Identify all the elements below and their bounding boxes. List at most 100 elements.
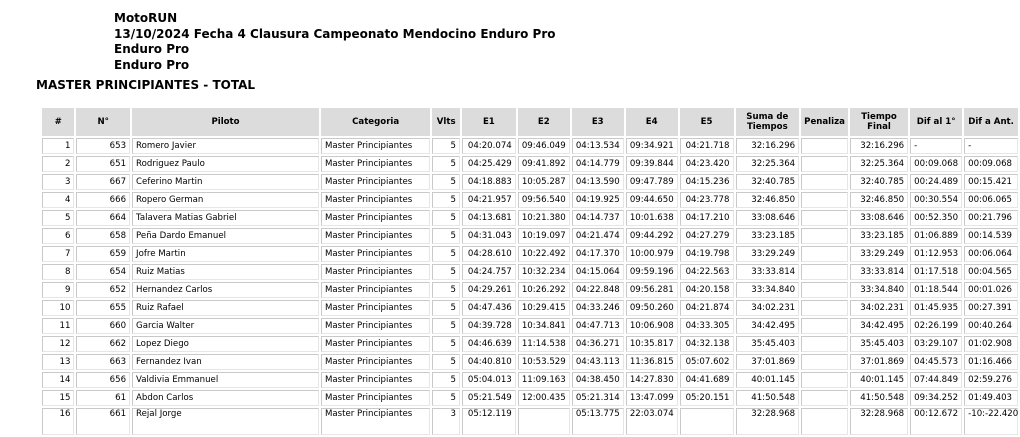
table-cell: 09:59.196 (625, 264, 678, 280)
table-cell: 13 (42, 354, 75, 370)
table-cell: Abdon Carlos (132, 390, 319, 406)
table-cell: 10:29.415 (517, 300, 570, 316)
table-cell: 04:43.113 (571, 354, 624, 370)
table-cell: 04:19.798 (679, 246, 734, 262)
table-cell: Fernandez Ivan (132, 354, 319, 370)
table-cell: 04:46.639 (461, 336, 516, 352)
table-cell: 11:36.815 (625, 354, 678, 370)
table-cell: 11 (42, 318, 75, 334)
table-cell: 04:21.957 (461, 192, 516, 208)
table-cell: 5 (432, 192, 460, 208)
table-cell: 5 (42, 210, 75, 226)
table-cell: 662 (76, 336, 131, 352)
table-cell: 33:23.185 (849, 228, 909, 244)
table-cell: 10:32.234 (517, 264, 570, 280)
table-cell: 33:29.249 (849, 246, 909, 262)
table-cell: 04:13.534 (571, 138, 624, 154)
table-cell: 5 (432, 210, 460, 226)
table-cell (801, 372, 848, 388)
table-cell: 3 (432, 408, 460, 435)
table-cell: 32:16.296 (735, 138, 800, 154)
table-cell: 04:33.246 (571, 300, 624, 316)
table-cell: 05:13.775 (571, 408, 624, 435)
table-cell: Hernandez Carlos (132, 282, 319, 298)
table-cell: 658 (76, 228, 131, 244)
table-cell: 33:34.840 (735, 282, 800, 298)
table-cell: Master Principiantes (320, 138, 431, 154)
table-cell: 01:49.403 (964, 390, 1018, 406)
table-row: 16 661 Rejal Jorge Master Principiantes 3 05:… (42, 408, 1018, 435)
table-cell: 5 (432, 174, 460, 190)
table-cell: 04:17.370 (571, 246, 624, 262)
table-row: 10 655 Ruiz Rafael Master Principiantes 5 04:… (42, 300, 1018, 316)
table-cell: 661 (76, 408, 131, 435)
table-cell: Master Principiantes (320, 354, 431, 370)
table-cell: 04:32.138 (679, 336, 734, 352)
table-cell: Talavera Matias Gabriel (132, 210, 319, 226)
table-cell: 05:21.549 (461, 390, 516, 406)
table-row: 6 658 Peña Dardo Emanuel Master Principiant… (42, 228, 1018, 244)
table-cell: 00:40.264 (964, 318, 1018, 334)
table-cell: 35:45.403 (849, 336, 909, 352)
table-row: 14 656 Valdivia Emmanuel Master Principiant… (42, 372, 1018, 388)
table-row: 4 666 Ropero German Master Principiantes 5 04… (42, 192, 1018, 208)
table-cell: 32:40.785 (849, 174, 909, 190)
column-header: Suma de Tiempos (735, 108, 800, 136)
table-row: 8 654 Ruiz Matias Master Principiantes 5 04:2… (42, 264, 1018, 280)
table-row: 5 664 Talavera Matias Gabriel Master Princi… (42, 210, 1018, 226)
table-cell: Romero Javier (132, 138, 319, 154)
table-cell: 5 (432, 318, 460, 334)
table-cell: 12:00.435 (517, 390, 570, 406)
table-cell: 04:31.043 (461, 228, 516, 244)
table-cell: Master Principiantes (320, 390, 431, 406)
column-header: Vlts (432, 108, 460, 136)
column-header: Categoria (320, 108, 431, 136)
table-cell: 10 (42, 300, 75, 316)
table-cell: 01:02.908 (964, 336, 1018, 352)
results-table: # N° Piloto Categoria Vlts E1 E2 E3 E4 E5 Suma de … (40, 106, 1020, 437)
table-cell (801, 228, 848, 244)
table-cell (801, 264, 848, 280)
table-cell: 04:47.713 (571, 318, 624, 334)
table-cell: 04:18.883 (461, 174, 516, 190)
table-cell: 667 (76, 174, 131, 190)
table-cell: 01:16.466 (964, 354, 1018, 370)
table-cell: 05:20.151 (679, 390, 734, 406)
column-header: Dif a Ant. (964, 108, 1018, 136)
table-cell: 2 (42, 156, 75, 172)
table-cell: 04:14.737 (571, 210, 624, 226)
table-cell: - (910, 138, 963, 154)
table-cell: Master Principiantes (320, 336, 431, 352)
table-cell: 653 (76, 138, 131, 154)
table-cell: 40:01.145 (849, 372, 909, 388)
table-cell: 12 (42, 336, 75, 352)
table-cell: 05:21.314 (571, 390, 624, 406)
table-cell (801, 246, 848, 262)
table-cell: Rodriguez Paulo (132, 156, 319, 172)
table-cell: 10:06.908 (625, 318, 678, 334)
table-cell (801, 282, 848, 298)
table-cell: 10:35.817 (625, 336, 678, 352)
table-cell: Master Principiantes (320, 372, 431, 388)
table-cell: 10:34.841 (517, 318, 570, 334)
table-cell: 5 (432, 390, 460, 406)
table-cell: 04:45.573 (910, 354, 963, 370)
table-cell: 33:33.814 (849, 264, 909, 280)
table-cell (517, 408, 570, 435)
table-cell: 32:16.296 (849, 138, 909, 154)
table-cell: 09:41.892 (517, 156, 570, 172)
column-header: Piloto (132, 108, 319, 136)
table-row: 2 651 Rodriguez Paulo Master Principiantes 5… (42, 156, 1018, 172)
section-title: MASTER PRINCIPIANTES - TOTAL (36, 78, 256, 92)
table-cell: 04:25.429 (461, 156, 516, 172)
table-cell: 04:39.728 (461, 318, 516, 334)
column-header: # (42, 108, 75, 136)
table-cell: 04:22.563 (679, 264, 734, 280)
table-row: 15 61 Abdon Carlos Master Principiantes 5 05:… (42, 390, 1018, 406)
table-cell: Garcia Walter (132, 318, 319, 334)
table-cell: 04:36.271 (571, 336, 624, 352)
table-cell: 09:44.292 (625, 228, 678, 244)
table-cell: 00:09.068 (910, 156, 963, 172)
table-cell: 11:14.538 (517, 336, 570, 352)
table-cell: 04:20.074 (461, 138, 516, 154)
